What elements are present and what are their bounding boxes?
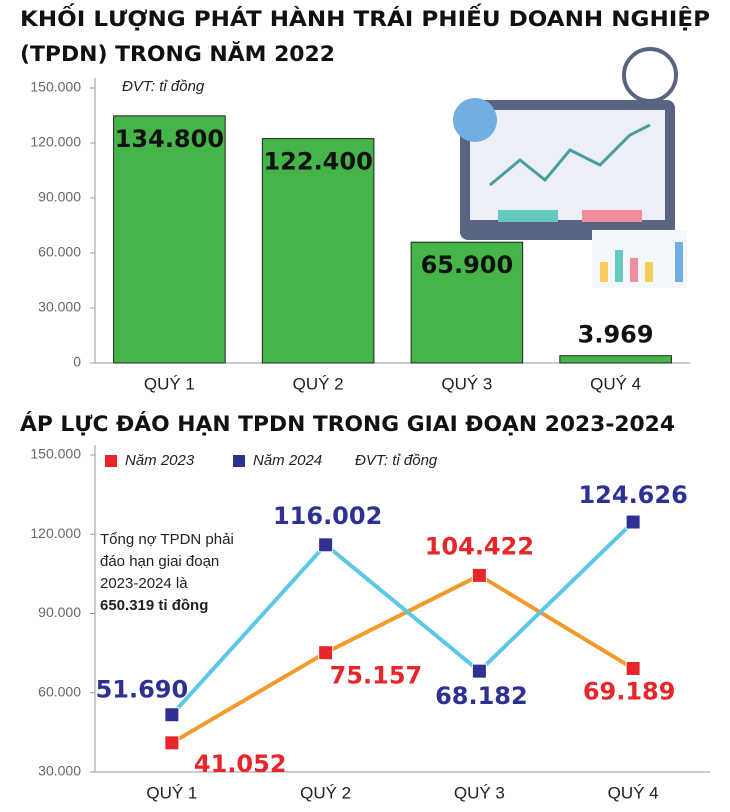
value-label: 122.400: [263, 148, 372, 176]
y-tick-label: 150.000: [30, 79, 81, 95]
x-tick-label: QUÝ 3: [454, 783, 505, 802]
bar: [559, 355, 672, 364]
x-tick-label: QUÝ 1: [144, 374, 195, 393]
chart-title: (TPDN) TRONG NĂM 2022: [20, 41, 335, 66]
bar: [113, 115, 226, 364]
legend-label: Năm 2024: [253, 452, 322, 469]
point: [625, 514, 641, 530]
x-tick-label: QUÝ 2: [293, 374, 344, 393]
point: [318, 537, 334, 553]
y-tick-label: 120.000: [30, 134, 81, 150]
point: [471, 663, 487, 679]
point: [318, 645, 334, 661]
x-tick-label: QUÝ 4: [590, 374, 641, 393]
bar: [410, 241, 524, 364]
y-tick-label: 30.000: [38, 763, 81, 779]
legend-swatch: [233, 455, 245, 467]
chart-title: ÁP LỰC ĐÁO HẠN TPDN TRONG GIAI ĐOẠN 2023…: [20, 411, 675, 436]
point: [164, 735, 180, 751]
series-line: [170, 573, 635, 745]
y-tick-label: 60.000: [38, 683, 81, 699]
x-tick-label: QUÝ 1: [146, 783, 197, 802]
value-label: 68.182: [435, 682, 528, 710]
annotation: Tổng nợ TPDN phải: [100, 531, 234, 548]
value-label: 41.052: [194, 750, 287, 778]
chart-title: KHỐI LƯỢNG PHÁT HÀNH TRÁI PHIẾU DOANH NG…: [20, 3, 710, 31]
point: [164, 707, 180, 723]
illustration: [453, 47, 687, 288]
y-tick-label: 150.000: [30, 446, 81, 462]
value-label: 75.157: [330, 662, 423, 690]
value-label: 65.900: [421, 251, 514, 279]
point: [625, 660, 641, 676]
legend-label: Năm 2023: [125, 452, 195, 469]
value-label: 116.002: [273, 502, 382, 530]
value-label: 69.189: [583, 677, 676, 705]
x-tick-label: QUÝ 4: [608, 783, 659, 802]
y-tick-label: 90.000: [38, 604, 81, 620]
annotation: 2023-2024 là: [100, 575, 188, 592]
value-label: 3.969: [578, 321, 654, 349]
y-tick-label: 0: [73, 354, 81, 370]
annotation: đáo hạn giai đoạn: [100, 553, 219, 570]
annotation: 650.319 tỉ đồng: [100, 597, 208, 614]
y-tick-label: 90.000: [38, 189, 81, 205]
value-label: 134.800: [115, 125, 224, 153]
unit-label: ĐVT: tỉ đồng: [122, 78, 205, 95]
unit-label: ĐVT: tỉ đồng: [355, 452, 438, 469]
value-label: 104.422: [425, 532, 534, 560]
x-tick-label: QUÝ 2: [300, 783, 351, 802]
legend-swatch: [105, 455, 117, 467]
value-label: 124.626: [578, 481, 687, 509]
series-line: [170, 520, 635, 717]
value-label: 51.690: [96, 676, 189, 704]
y-tick-label: 120.000: [30, 525, 81, 541]
y-tick-label: 30.000: [38, 299, 81, 315]
x-tick-label: QUÝ 3: [441, 374, 492, 393]
point: [471, 567, 487, 583]
bar: [261, 138, 375, 364]
y-tick-label: 60.000: [38, 244, 81, 260]
